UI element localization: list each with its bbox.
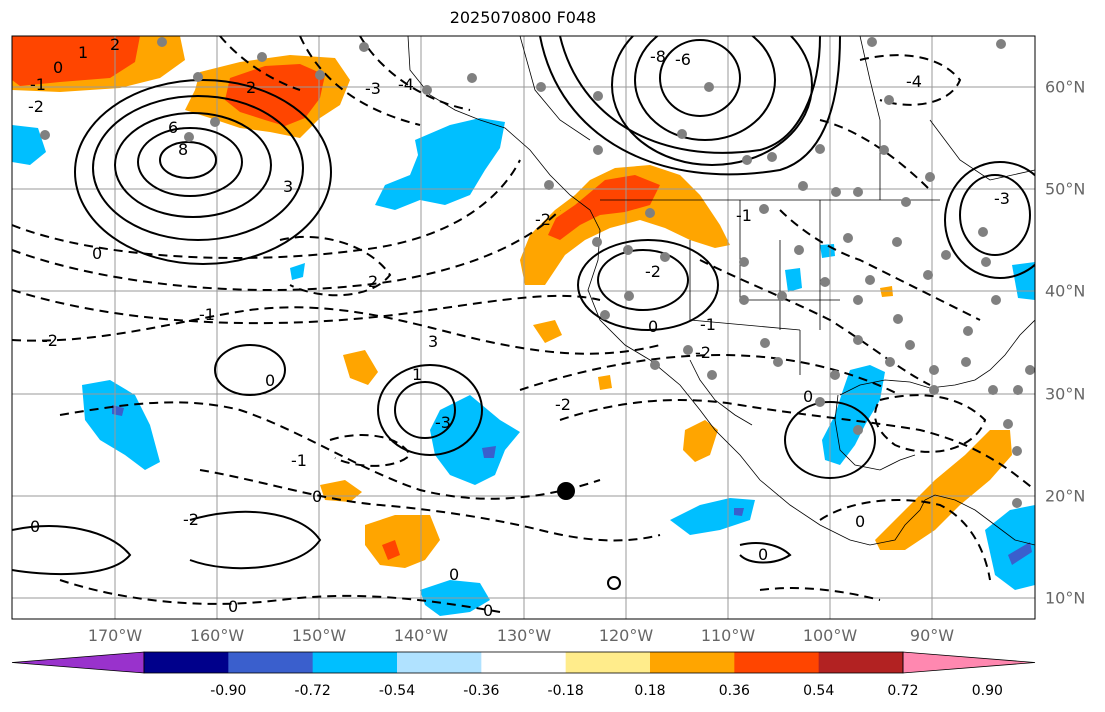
- shading-darkblue-4: [1008, 542, 1032, 565]
- shading-blue-small2: [785, 268, 802, 292]
- contour-labels: 1 2 0 -2 -3 6 8 -4 -1 2 3 -2 0 2 -1 3 -2…: [28, 35, 1010, 620]
- x-tick-label: 90°W: [909, 626, 955, 645]
- x-tick-label: 110°W: [700, 626, 756, 645]
- shading-orange-tropic1: [365, 515, 440, 568]
- colorbar-tick-label: -0.36: [463, 683, 500, 699]
- storm-marker: [557, 482, 575, 500]
- shading-orange-small2: [343, 350, 378, 385]
- shading-orange-gulfmx: [875, 430, 1012, 550]
- contour-label: -2: [645, 262, 661, 281]
- contour-label: -6: [675, 50, 691, 69]
- colorbar-tick-label: -0.72: [294, 683, 331, 699]
- contour-label: 2: [246, 78, 256, 97]
- shading-darkblue-3: [734, 508, 744, 516]
- contour-label: 0: [228, 597, 238, 616]
- contour-label: -1: [30, 75, 46, 94]
- contour-label: -4: [398, 75, 414, 94]
- y-tick-label: 20°N: [1045, 486, 1086, 506]
- contour-label: -2: [42, 331, 58, 350]
- contour-label: 2: [368, 272, 378, 291]
- contour-label: 0: [265, 371, 275, 390]
- shading-blue-center: [430, 395, 520, 485]
- y-tick-label: 10°N: [1045, 588, 1086, 608]
- contour-label: 1: [78, 43, 88, 62]
- contour-label: 0: [855, 512, 865, 531]
- contours-solid: [12, 36, 1035, 590]
- shading-blue-wpac: [12, 125, 46, 165]
- contour-label: 2: [110, 35, 120, 54]
- contour-label: 1: [412, 365, 422, 384]
- contour-label: -2: [695, 343, 711, 362]
- contour-label: 3: [428, 332, 438, 351]
- contour-label: -8: [650, 47, 666, 66]
- contour-label: 0: [92, 244, 102, 263]
- contour-label: 0: [449, 565, 459, 584]
- y-tick-label: 30°N: [1045, 384, 1086, 404]
- x-tick-label: 160°W: [189, 626, 245, 645]
- contour-label: 0: [758, 545, 768, 564]
- shading-blue-small3: [820, 244, 835, 258]
- coastlines: [407, 36, 1035, 546]
- contour-label: 3: [283, 177, 293, 196]
- shading-blue-hawaii-n: [82, 380, 160, 470]
- contour-label: 8: [178, 140, 188, 159]
- contour-label: -1: [736, 206, 752, 225]
- graticule: [12, 36, 1035, 619]
- x-tick-label: 120°W: [598, 626, 654, 645]
- colorbar-tick-label: 0.72: [887, 683, 919, 699]
- x-tick-label: 130°W: [496, 626, 552, 645]
- contour-label: -2: [535, 210, 551, 229]
- shading-orange-mex: [683, 420, 718, 462]
- colorbar-tick-label: -0.54: [378, 683, 416, 699]
- colorbar-tick-label: 0.18: [634, 683, 666, 699]
- contour-label: -4: [906, 72, 922, 91]
- shading-blue-tex: [822, 365, 885, 465]
- x-tick-label: 140°W: [393, 626, 449, 645]
- station-markers: [40, 37, 1035, 508]
- shading-orange-pnw: [520, 165, 730, 285]
- shading-orange-small3: [533, 320, 562, 343]
- colorbar-tick-label: 0.90: [971, 683, 1003, 699]
- contour-label: -3: [994, 189, 1010, 208]
- shading-blue-small: [290, 263, 305, 280]
- colorbar-tick-label: 0.54: [803, 683, 835, 699]
- colorbar-tick-label: 0.36: [718, 683, 750, 699]
- shading-red-pnw: [548, 175, 660, 240]
- contour-label: -1: [199, 305, 215, 324]
- contour-label: -3: [435, 413, 451, 432]
- contour-label: -2: [28, 97, 44, 116]
- y-tick-label: 40°N: [1045, 281, 1086, 301]
- contour-label: -3: [365, 79, 381, 98]
- contour-label: 0: [312, 487, 322, 506]
- contour-label: 0: [53, 58, 63, 77]
- contour-label: -2: [555, 395, 571, 414]
- shading-orange-small4: [598, 375, 612, 390]
- shading-blue-carib: [985, 505, 1035, 590]
- contour-label: -1: [291, 451, 307, 470]
- colorbar-tick-label: -0.18: [547, 683, 584, 699]
- contours-dashed: [12, 36, 1035, 613]
- map-title: 2025070800 F048: [449, 8, 597, 27]
- contour-label: -1: [700, 315, 716, 334]
- shading-darkblue-2: [482, 446, 496, 458]
- y-tick-label: 50°N: [1045, 179, 1086, 199]
- contour-label: 0: [483, 601, 493, 620]
- shading-red-nw: [12, 36, 140, 86]
- contour-label: 0: [648, 317, 658, 336]
- y-tick-label: 60°N: [1045, 77, 1086, 97]
- shading-orange-small1: [320, 480, 362, 502]
- contour-label: 0: [803, 387, 813, 406]
- colorbar-tick-label: -0.90: [210, 683, 247, 699]
- x-tick-label: 170°W: [87, 626, 143, 645]
- map-frame: [11, 35, 1036, 620]
- shading-blue-epac: [670, 498, 755, 535]
- shading-blue-bc: [375, 118, 505, 210]
- contour-label: 0: [30, 517, 40, 536]
- shading-red-tropic1: [382, 540, 400, 560]
- contour-label: 6: [168, 118, 178, 137]
- x-tick-label: 150°W: [291, 626, 347, 645]
- contour-label: -2: [183, 510, 199, 529]
- x-tick-label: 100°W: [802, 626, 858, 645]
